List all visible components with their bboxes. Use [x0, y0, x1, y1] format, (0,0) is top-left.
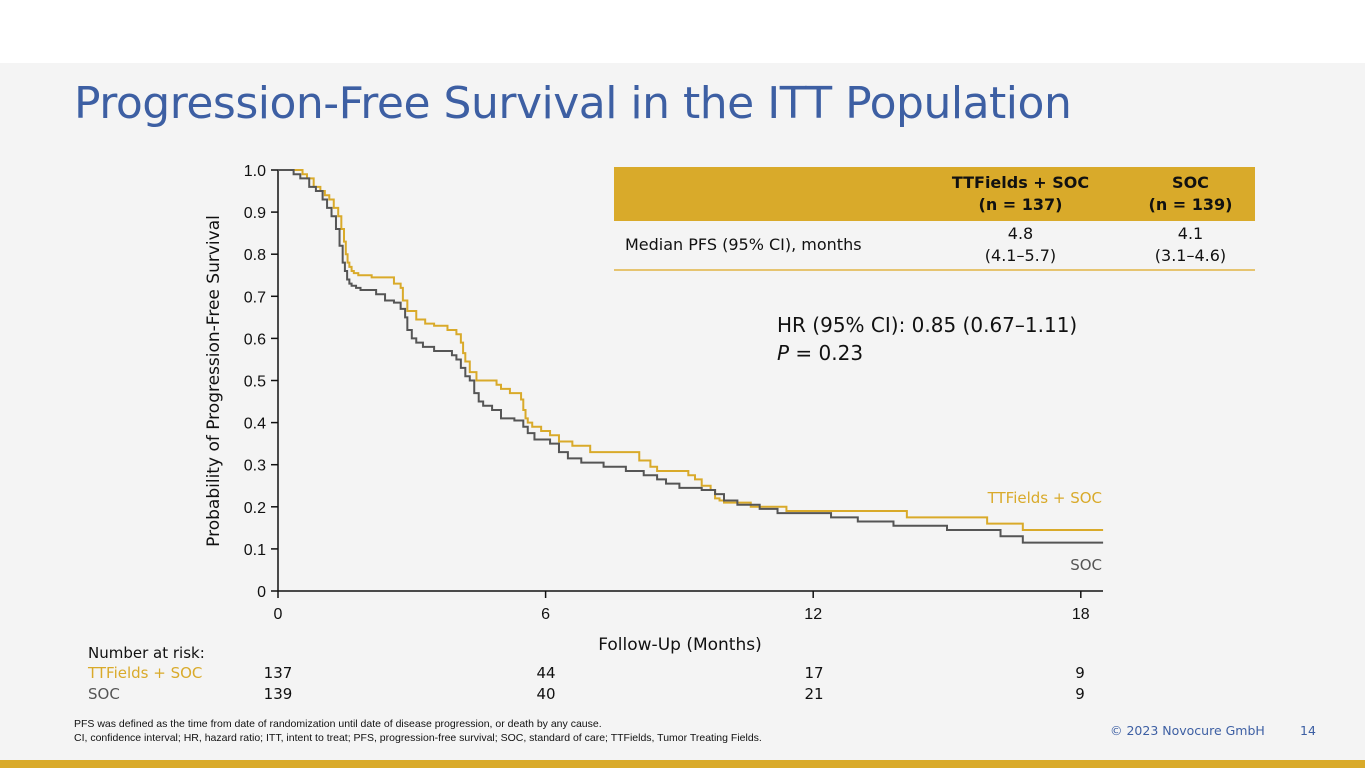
header-ttfields-n: (n = 137) — [978, 195, 1063, 214]
table-header-row: TTFields + SOC (n = 137) SOC (n = 139) — [614, 167, 1255, 221]
series-label-soc: SOC — [1070, 556, 1102, 574]
median-pfs-ttfields: 4.8 (4.1–5.7) — [915, 221, 1126, 271]
y-tick-label: 0.1 — [244, 542, 266, 559]
x-tick-label: 0 — [274, 606, 283, 623]
x-tick-label: 12 — [804, 606, 822, 623]
risk-soc-18: 9 — [1075, 685, 1085, 703]
header-soc-name: SOC — [1172, 173, 1209, 192]
median-pfs-table: TTFields + SOC (n = 137) SOC (n = 139) M… — [614, 167, 1255, 271]
x-axis-title: Follow-Up (Months) — [598, 635, 762, 655]
y-axis-title: Probability of Progression-Free Survival — [204, 215, 224, 547]
x-tick-label: 18 — [1072, 606, 1090, 623]
median-pfs-soc: 4.1 (3.1–4.6) — [1125, 221, 1255, 271]
hazard-ratio-block: HR (95% CI): 0.85 (0.67–1.11) P = 0.23 — [777, 311, 1077, 367]
y-tick-label: 0 — [257, 584, 266, 601]
km-curve-soc — [278, 169, 1104, 544]
y-tick-label: 0.6 — [244, 331, 266, 348]
footnote-abbreviations: CI, confidence interval; HR, hazard rati… — [74, 732, 762, 744]
y-tick-label: 0.3 — [244, 458, 266, 475]
table-header-ttfields: TTFields + SOC (n = 137) — [915, 167, 1126, 221]
risk-row-label-soc: SOC — [88, 685, 120, 703]
header-ttfields-name: TTFields + SOC — [951, 173, 1090, 192]
hazard-ratio-text: HR (95% CI): 0.85 (0.67–1.11) — [777, 313, 1078, 337]
risk-ttfields-6: 44 — [536, 664, 556, 682]
risk-soc-12: 21 — [804, 685, 824, 703]
median-ttfields-value: 4.8 — [1007, 224, 1034, 243]
median-ttfields-ci: (4.1–5.7) — [984, 246, 1057, 265]
p-value-text: P = 0.23 — [777, 339, 1077, 367]
risk-ttfields-12: 17 — [804, 664, 824, 682]
km-curve-ttfields — [278, 169, 1104, 531]
page-number: 14 — [1300, 723, 1316, 738]
table-header-soc: SOC (n = 139) — [1125, 167, 1255, 221]
bottom-accent-bar — [0, 760, 1365, 768]
p-value: = 0.23 — [789, 341, 864, 365]
table-header-empty — [614, 167, 915, 221]
y-tick-label: 0.9 — [244, 205, 266, 222]
risk-table-header: Number at risk: — [88, 644, 205, 662]
y-tick-label: 0.8 — [244, 247, 266, 264]
risk-ttfields-0: 137 — [263, 664, 293, 682]
x-tick-label: 6 — [541, 606, 550, 623]
series-label-ttfields: TTFields + SOC — [987, 489, 1102, 507]
y-tick-label: 0.4 — [244, 416, 266, 433]
header-soc-n: (n = 139) — [1148, 195, 1233, 214]
footnote-definition: PFS was defined as the time from date of… — [74, 718, 602, 730]
risk-ttfields-18: 9 — [1075, 664, 1085, 682]
median-pfs-label: Median PFS (95% CI), months — [614, 221, 915, 271]
median-soc-ci: (3.1–4.6) — [1154, 246, 1227, 265]
y-tick-label: 0.7 — [244, 289, 266, 306]
y-tick-label: 0.5 — [244, 374, 266, 391]
y-tick-label: 0.2 — [244, 500, 266, 517]
slide-title: Progression-Free Survival in the ITT Pop… — [74, 78, 1072, 129]
risk-row-label-ttfields: TTFields + SOC — [88, 664, 203, 682]
y-tick-label: 1.0 — [244, 163, 266, 180]
median-soc-value: 4.1 — [1177, 224, 1204, 243]
p-label: P — [777, 341, 790, 365]
risk-soc-6: 40 — [536, 685, 556, 703]
risk-soc-0: 139 — [263, 685, 293, 703]
table-row: Median PFS (95% CI), months 4.8 (4.1–5.7… — [614, 221, 1255, 271]
copyright: © 2023 Novocure GmbH — [1110, 723, 1265, 738]
